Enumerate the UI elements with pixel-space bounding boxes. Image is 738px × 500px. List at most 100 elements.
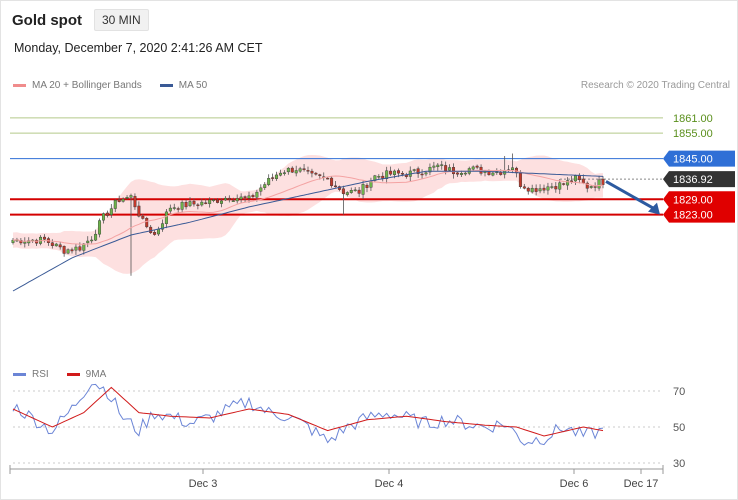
candle-body	[66, 249, 70, 254]
instrument-title: Gold spot	[12, 11, 82, 29]
timeframe-badge[interactable]: 30 MIN	[94, 9, 149, 31]
candle-body	[259, 187, 263, 192]
candle-body	[86, 240, 90, 244]
candle-body	[361, 184, 365, 195]
legend-ma50-label: MA 50	[178, 80, 208, 91]
candle-body	[180, 201, 184, 210]
rsi-legend: RSI 9MA	[13, 369, 124, 380]
candle-body	[11, 239, 15, 243]
rsi-tick-label: 70	[673, 386, 685, 398]
candle-body	[566, 180, 570, 186]
candle-body	[54, 243, 58, 247]
price-level-label: 1836.92	[673, 174, 713, 186]
candle-body	[448, 167, 452, 171]
candle-body	[444, 165, 448, 172]
candle-body	[212, 199, 216, 201]
candle-body	[585, 182, 589, 189]
candle-body	[282, 172, 286, 174]
candle-body	[117, 199, 121, 202]
candle-body	[573, 175, 577, 182]
candle-body	[298, 168, 302, 172]
candle-body	[141, 215, 145, 219]
candle-body	[113, 200, 117, 209]
candle-body	[357, 189, 361, 194]
candle-body	[471, 166, 475, 170]
candle-body	[554, 186, 558, 190]
forecast-arrow-head	[648, 202, 660, 215]
candle-body	[105, 212, 109, 216]
candle-body	[121, 198, 125, 202]
candle-body	[286, 167, 290, 173]
candle-body	[168, 207, 172, 212]
candle-body	[491, 172, 495, 176]
candle-body	[436, 164, 440, 168]
legend-ma20-label: MA 20 + Bollinger Bands	[32, 80, 142, 91]
candle-body	[50, 242, 54, 246]
candle-body	[381, 175, 385, 179]
legend-ma50: MA 50	[159, 80, 208, 91]
bollinger-band	[13, 155, 603, 274]
candle-body	[396, 170, 400, 174]
candle-body	[62, 245, 66, 254]
candle-body	[223, 197, 227, 201]
candle-body	[318, 174, 322, 176]
candle-body	[534, 188, 538, 192]
candle-body	[153, 232, 157, 235]
candle-body	[593, 186, 597, 188]
legend-ma50-swatch	[159, 84, 173, 87]
candle-body	[219, 200, 223, 204]
candle-body	[82, 243, 86, 251]
candle-body	[109, 208, 113, 215]
candle-body	[424, 172, 428, 175]
candle-body	[200, 201, 204, 206]
candle-body	[23, 241, 27, 244]
x-axis-label: Dec 4	[375, 478, 404, 490]
price-level-tag	[663, 206, 735, 223]
x-axis-label: Dec 3	[189, 478, 218, 490]
candle-body	[306, 170, 310, 172]
candle-body	[452, 167, 456, 175]
candle-body	[581, 178, 585, 184]
candle-body	[562, 183, 566, 185]
candle-body	[42, 236, 46, 240]
candle-body	[278, 172, 282, 176]
candle-body	[416, 168, 420, 174]
candle-body	[511, 167, 515, 170]
credit-text: Research © 2020 Trading Central	[580, 80, 730, 91]
candle-body	[538, 188, 542, 192]
candle-body	[420, 173, 424, 176]
candle-body	[271, 177, 275, 179]
x-axis-label: Dec 6	[560, 478, 589, 490]
legend-rsi-label: RSI	[32, 369, 49, 380]
chart-header: Gold spot 30 MIN	[12, 9, 149, 31]
candle-body	[326, 177, 330, 180]
candle-body	[78, 246, 82, 251]
candle-body	[341, 188, 345, 195]
legend-9ma-label: 9MA	[85, 369, 107, 380]
candle-body	[263, 184, 267, 188]
candle-body	[365, 184, 369, 188]
forecast-arrow-shaft	[605, 180, 655, 210]
candle-body	[601, 178, 605, 185]
candle-body	[98, 220, 102, 235]
candle-body	[243, 196, 247, 198]
candle-body	[227, 197, 231, 201]
candle-body	[550, 186, 554, 188]
candle-body	[70, 249, 74, 252]
price-level-tag	[663, 150, 735, 167]
candle-body	[589, 186, 593, 188]
price-level-label: 1855.00	[673, 128, 713, 140]
candle-body	[440, 164, 444, 166]
candle-body	[459, 173, 463, 175]
candle-body	[74, 246, 78, 251]
candle-body	[192, 200, 196, 205]
candle-body	[487, 170, 491, 175]
candle-body	[149, 226, 153, 233]
candle-body	[255, 191, 259, 198]
legend-rsi: RSI	[13, 369, 49, 380]
candle-body	[176, 208, 180, 210]
candle-body	[518, 173, 522, 188]
legend-rsi-swatch	[13, 373, 26, 376]
main-legend: MA 20 + Bollinger Bands MA 50	[13, 80, 225, 91]
